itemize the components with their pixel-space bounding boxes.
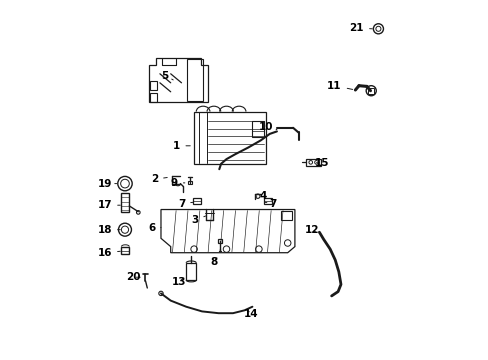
- Bar: [186, 263, 196, 280]
- Bar: [121, 247, 129, 254]
- Bar: [193, 198, 201, 204]
- Bar: [194, 112, 265, 164]
- Text: 20: 20: [126, 272, 141, 282]
- Bar: [367, 88, 373, 94]
- Text: 10: 10: [258, 122, 276, 132]
- Text: 19: 19: [98, 179, 117, 189]
- Text: 9: 9: [170, 178, 184, 188]
- Text: 4: 4: [256, 191, 266, 201]
- Text: 15: 15: [314, 158, 328, 168]
- Text: 8: 8: [210, 257, 217, 267]
- Bar: [150, 93, 156, 102]
- Text: 18: 18: [98, 225, 120, 235]
- Bar: [251, 121, 264, 137]
- Text: 14: 14: [243, 309, 258, 319]
- Text: 17: 17: [97, 200, 120, 210]
- Bar: [186, 59, 203, 101]
- Bar: [264, 198, 272, 204]
- Text: 5: 5: [162, 71, 173, 81]
- Bar: [150, 81, 156, 90]
- Text: 16: 16: [98, 248, 120, 258]
- Text: 7: 7: [178, 199, 193, 209]
- Bar: [280, 211, 291, 220]
- Text: 11: 11: [326, 81, 352, 91]
- Bar: [187, 181, 192, 184]
- Text: 2: 2: [151, 174, 167, 184]
- Text: 6: 6: [148, 222, 161, 233]
- Text: 12: 12: [305, 225, 319, 235]
- Text: 13: 13: [171, 276, 186, 287]
- Text: 3: 3: [191, 215, 205, 225]
- Text: 7: 7: [264, 199, 276, 209]
- Bar: [121, 193, 129, 212]
- Bar: [306, 159, 320, 166]
- Bar: [218, 239, 222, 243]
- Text: 1: 1: [173, 141, 190, 151]
- Text: 21: 21: [349, 23, 371, 33]
